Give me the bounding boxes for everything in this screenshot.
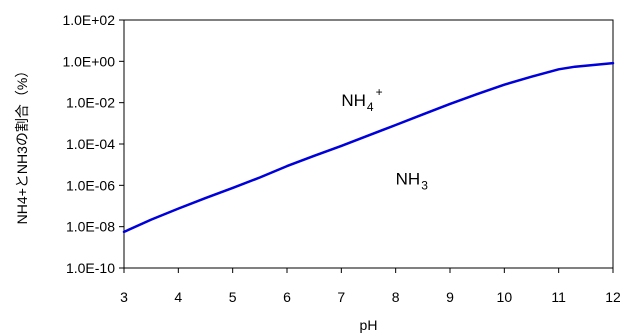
y-tick-label: 1.0E-06 xyxy=(66,177,115,193)
x-tick-label: 12 xyxy=(605,289,620,305)
x-tick-label: 10 xyxy=(497,289,513,305)
x-tick-label: 5 xyxy=(229,289,237,305)
plot-area-frame xyxy=(123,19,614,269)
y-tick-labels: 1.0E-10 1.0E-08 1.0E-06 1.0E-04 1.0E-02 1.0E+… xyxy=(62,12,115,276)
series-line xyxy=(122,61,615,234)
annotation-label: NH 3 xyxy=(396,169,429,192)
annotation-subscript: 3 xyxy=(421,178,428,192)
annotation-base: NH xyxy=(396,169,421,188)
x-tick-label: 9 xyxy=(446,289,454,305)
annotation-label: NH 4+ xyxy=(341,85,382,114)
x-tick-label: 4 xyxy=(174,289,182,305)
x-tick-label: 3 xyxy=(120,289,128,305)
x-tick-labels: 3 4 5 6 7 8 9 10 11 12 xyxy=(120,289,620,305)
y-tick-label: 1.0E+02 xyxy=(62,12,115,28)
y-axis-title: NH4+とNH3の割合（%） xyxy=(14,64,30,225)
annotation-base: NH xyxy=(341,91,366,110)
annotation-subscript: 4 xyxy=(367,100,374,114)
annotations: NH 4+NH 3 xyxy=(341,85,428,192)
x-tick-label: 7 xyxy=(337,289,345,305)
axis-ticks xyxy=(119,19,614,273)
y-tick-label: 1.0E-02 xyxy=(66,95,115,111)
x-tick-label: 11 xyxy=(551,289,566,305)
y-tick-label: 1.0E-04 xyxy=(66,136,115,152)
x-axis-title: pH xyxy=(360,317,378,333)
y-tick-label: 1.0E-10 xyxy=(66,260,115,276)
x-tick-label: 6 xyxy=(283,289,291,305)
y-tick-label: 1.0E-08 xyxy=(66,219,115,235)
annotation-superscript: + xyxy=(376,85,383,99)
y-tick-label: 1.0E+00 xyxy=(62,53,115,69)
x-tick-label: 8 xyxy=(392,289,400,305)
